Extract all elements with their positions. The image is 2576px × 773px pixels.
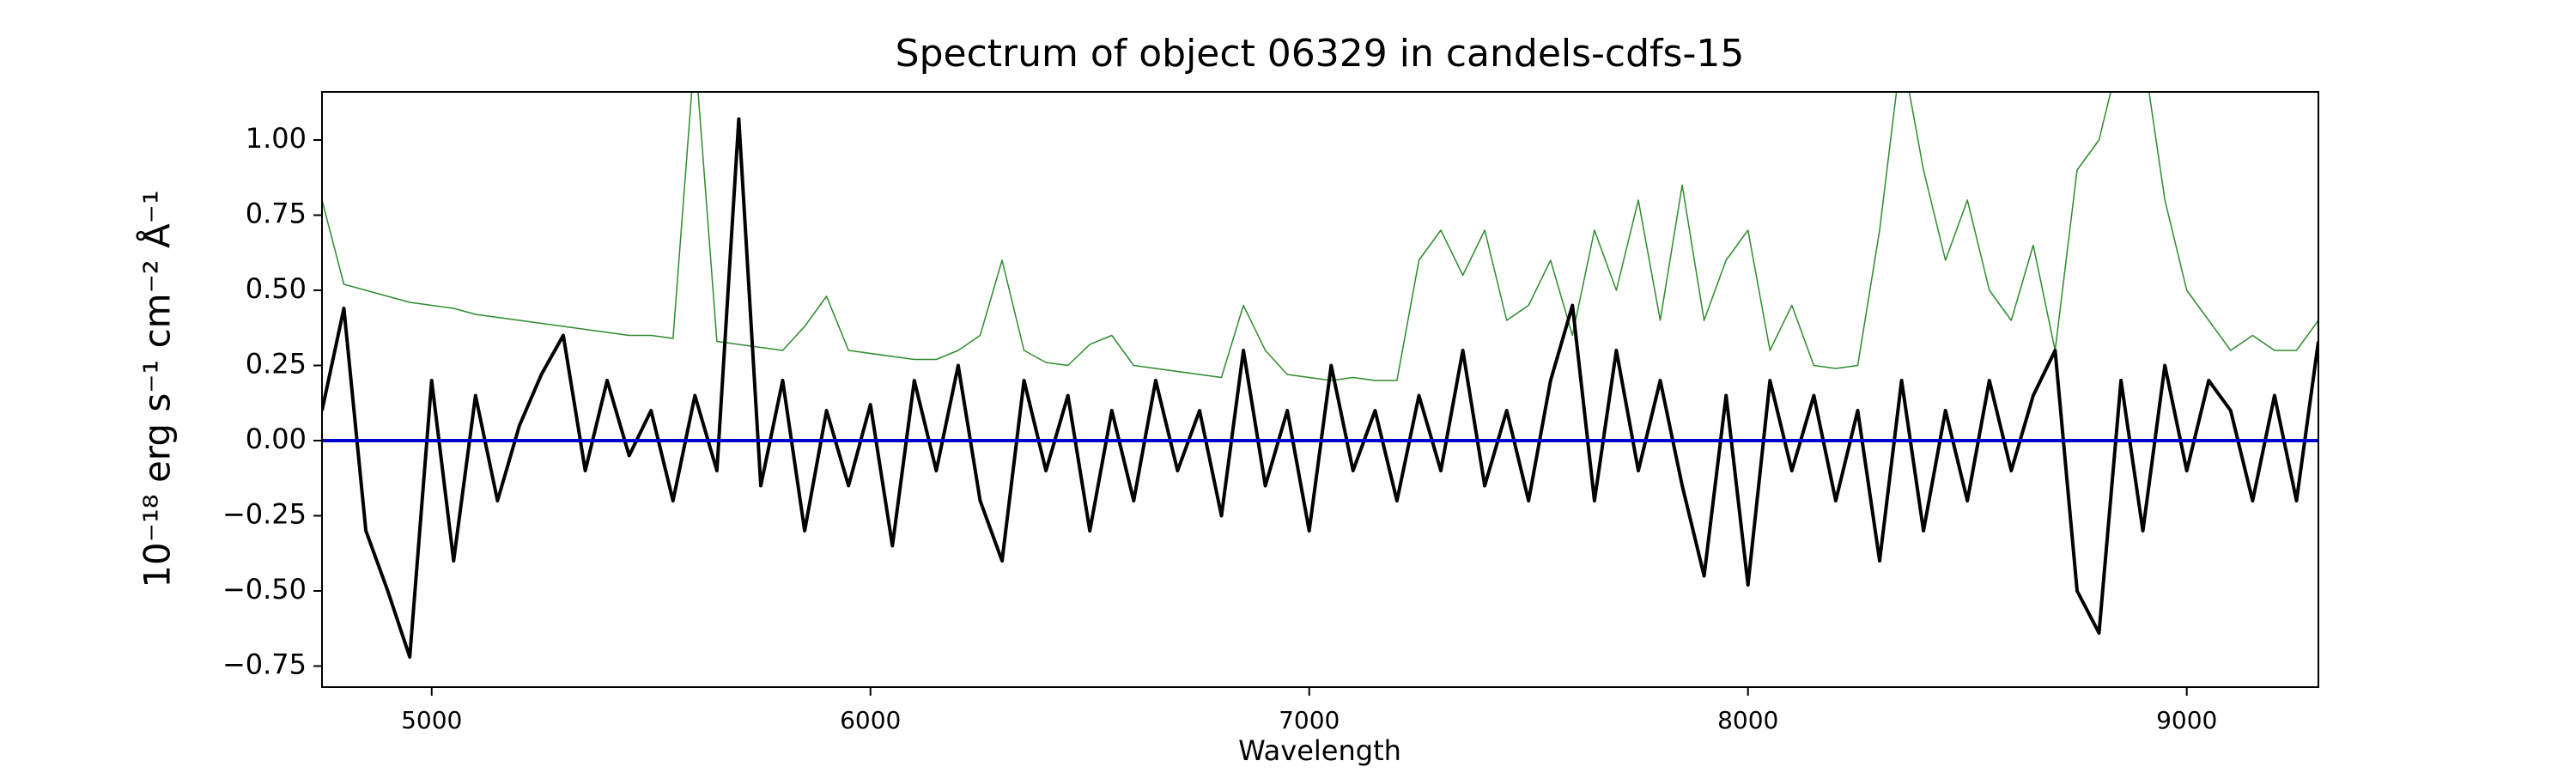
plot-area <box>322 92 2318 659</box>
spectrum-line <box>322 117 2318 659</box>
plot-frame <box>321 91 2319 688</box>
x-tick-label: 9000 <box>2156 706 2217 734</box>
y-tick-label: 0.50 <box>246 272 307 305</box>
spectrum-line <box>322 92 2318 381</box>
y-tick-label: 1.00 <box>246 122 307 155</box>
y-tick-label: −0.75 <box>222 648 307 681</box>
y-tick-label: 0.25 <box>246 348 307 380</box>
y-tick-label: 0.75 <box>246 198 307 230</box>
y-tick-label: 0.00 <box>246 423 307 455</box>
x-tick-label: 8000 <box>1717 706 1778 734</box>
y-axis-label: 10⁻¹⁸ erg s⁻¹ cm⁻² Å⁻¹ <box>136 190 179 587</box>
chart-title: Spectrum of object 06329 in candels-cdfs… <box>896 32 1745 76</box>
x-tick-label: 5000 <box>401 706 462 734</box>
y-tick-label: −0.25 <box>222 498 307 531</box>
x-tick-label: 7000 <box>1279 706 1340 734</box>
x-tick-label: 6000 <box>840 706 901 734</box>
y-tick-label: −0.50 <box>222 573 307 606</box>
x-axis-label: Wavelength <box>1238 734 1401 767</box>
